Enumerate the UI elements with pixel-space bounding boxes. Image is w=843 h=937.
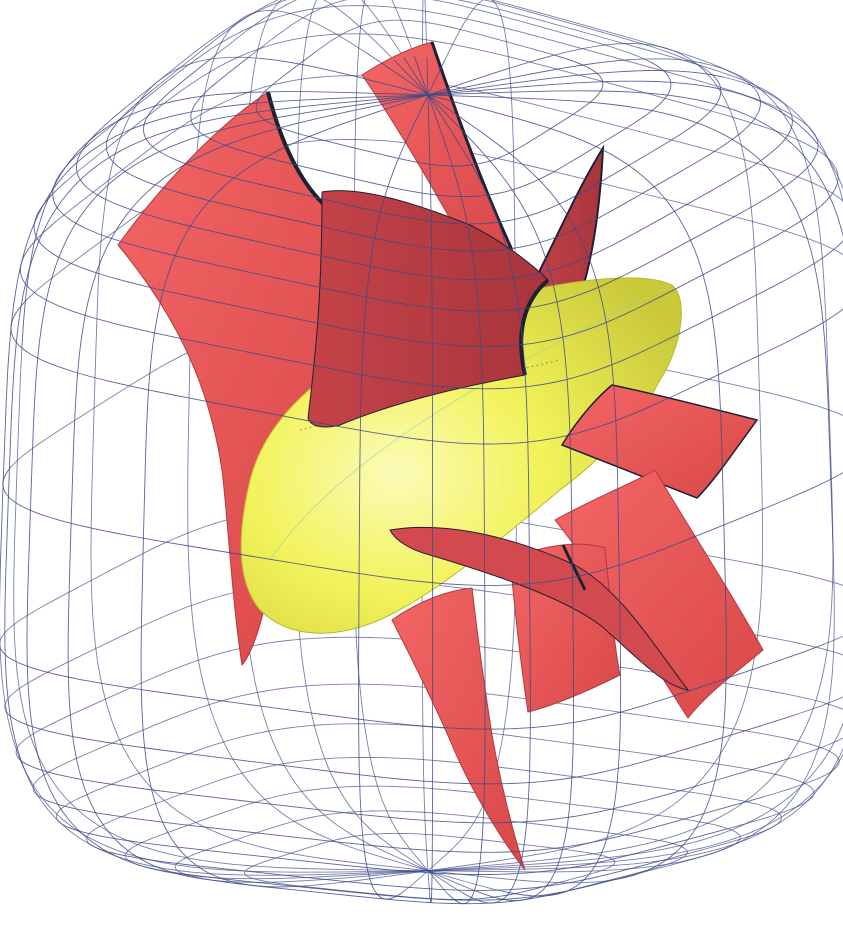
wireframe-line	[119, 683, 840, 798]
wireframe-line	[105, 89, 761, 252]
wireframe-line	[164, 756, 782, 850]
wireframe-line	[179, 0, 758, 93]
wireframe-line	[124, 821, 196, 868]
blade-upper-left-edge	[266, 91, 332, 212]
wireframe-line	[210, 0, 712, 75]
wireframe-line	[52, 179, 110, 225]
wireframe-line	[427, 870, 430, 893]
wireframe-line	[0, 580, 92, 644]
wireframe-line	[413, 56, 429, 96]
wireframe-line	[208, 879, 608, 905]
wireframe-line	[427, 94, 575, 902]
blade-bottom	[391, 587, 526, 871]
wireframe-line	[4, 648, 96, 710]
wireframe-line	[0, 94, 429, 597]
wireframe-line	[30, 241, 102, 297]
wireframe-line	[427, 70, 724, 96]
wireframe-line	[427, 54, 555, 96]
wireframe-line	[63, 824, 728, 875]
wireframe-line	[358, 94, 429, 900]
wireframe-line	[427, 561, 835, 873]
wireframe-line	[26, 94, 429, 861]
wireframe-line	[195, 785, 741, 874]
wireframe-line	[55, 772, 140, 826]
wireframe-line	[0, 643, 825, 730]
blade-surfaces-front	[307, 190, 764, 871]
wireframe-line	[427, 870, 463, 893]
wireframe-line	[140, 94, 429, 888]
wireframe-line	[427, 59, 631, 96]
wireframe-line	[36, 794, 763, 853]
wireframe-line	[235, 810, 688, 882]
wireframe-line	[98, 848, 704, 891]
wireframe-line	[427, 80, 819, 145]
wireframe-line	[143, 866, 642, 901]
wireframe-envelope-front	[0, 51, 843, 905]
wireframe-line	[143, 58, 722, 225]
wireframe-line	[13, 345, 429, 872]
wireframe-line	[10, 295, 843, 445]
blade-center-edge	[519, 278, 550, 376]
wireframe-line	[259, 57, 429, 96]
core-highlight-stroke	[269, 299, 641, 561]
blade-top-edge	[430, 41, 514, 251]
wireframe-line	[155, 0, 792, 116]
wireframe-line	[52, 141, 819, 312]
wireframe-line	[174, 839, 236, 881]
wireframe-line	[427, 90, 843, 237]
wireframe-line	[92, 105, 137, 142]
wireframe-line	[364, 51, 429, 96]
wireframe-line	[138, 723, 815, 830]
blade-center	[307, 190, 549, 428]
wireframe-line	[393, 59, 429, 96]
wireframe-line	[315, 19, 555, 56]
wireframe-line	[4, 709, 800, 785]
wireframe-line	[427, 144, 843, 872]
wireframe-line	[427, 870, 448, 894]
blade-swept-front	[389, 526, 690, 691]
wireframe-line	[427, 94, 531, 904]
wireframe-line	[21, 91, 429, 346]
wireframe-line	[427, 870, 477, 892]
wireframe-line	[244, 852, 302, 887]
wireframe-line	[190, 57, 672, 198]
wireframe-line	[2, 467, 843, 586]
wireframe-line	[248, 0, 648, 61]
wireframe-line	[404, 870, 429, 891]
wireframe-line	[33, 180, 838, 348]
wireframe-line	[15, 698, 106, 757]
wireframe-line	[86, 800, 165, 850]
wireframe-line	[32, 739, 120, 796]
wireframe-line	[255, 54, 604, 167]
blade-swept-front-slit	[561, 544, 587, 591]
wireframe-line	[427, 747, 843, 872]
wireframe-line	[19, 223, 843, 390]
wireframe-line	[76, 107, 793, 281]
wireframe-line	[403, 56, 429, 96]
wireframe-line	[427, 94, 834, 563]
wireframe-line	[10, 407, 95, 468]
wireframe-line	[187, 9, 429, 872]
wireframe-line	[290, 832, 616, 888]
wireframe-line	[427, 94, 434, 904]
wireframe-line	[125, 82, 156, 108]
wireframe-line	[16, 756, 790, 824]
wireframe-line	[152, 67, 181, 91]
wireframe-line	[299, 51, 316, 65]
wireframe-line	[427, 60, 445, 96]
wireframe-line	[426, 57, 429, 95]
wireframe-line	[0, 596, 429, 873]
wireframe-line	[120, 33, 839, 185]
wireframe-line	[32, 787, 429, 876]
wireframe-line	[427, 94, 486, 905]
wireframe-line	[427, 94, 622, 897]
wireframe-line	[4, 94, 429, 788]
wireframe-line	[65, 137, 121, 182]
wireframe-line	[427, 58, 834, 872]
